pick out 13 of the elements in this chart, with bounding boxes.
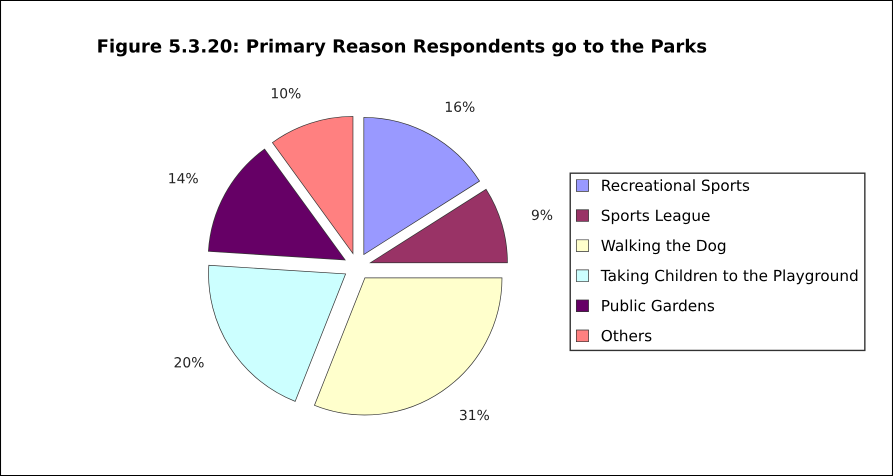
legend-label: Public Gardens (602, 300, 714, 312)
legend-label: Taking Children to the Playground (600, 269, 858, 284)
data-label: 14% (169, 172, 198, 184)
legend-label: Sports League (602, 210, 710, 224)
data-label: 10% (272, 88, 301, 98)
data-label: 16% (446, 102, 474, 112)
legend-label: Others (602, 330, 652, 342)
data-label: 31% (460, 410, 490, 420)
data-label: 9% (532, 210, 552, 220)
chart-title: Figure 5.3.20: Primary Reason Respondents go to the Parks (98, 38, 706, 56)
data-label: 20% (174, 357, 204, 368)
legend-label: Recreational Sports (602, 179, 750, 194)
legend-label: Walking the Dog (601, 239, 726, 254)
